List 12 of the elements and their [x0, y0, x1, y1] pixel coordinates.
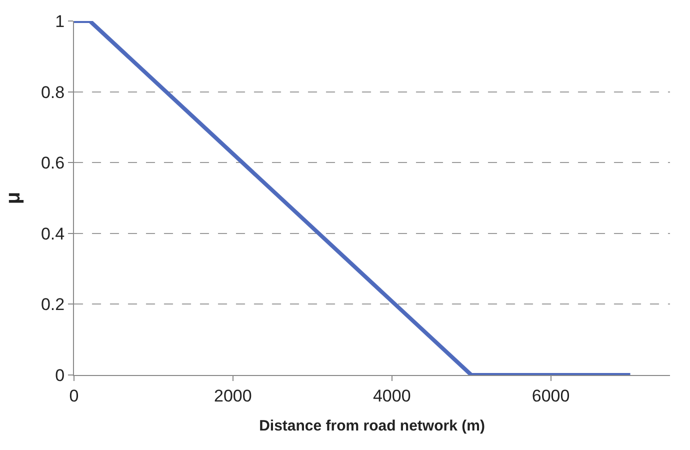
y-tick-label: 0.8: [40, 82, 65, 102]
x-axis-title: Distance from road network (m): [259, 417, 485, 434]
y-tick-label: 1: [55, 12, 65, 31]
y-tick-label: 0.2: [40, 295, 65, 314]
y-tick-label: 0: [55, 366, 65, 385]
y-tick-label: 0.6: [40, 154, 65, 173]
y-tick-label: 0.4: [40, 224, 65, 244]
x-tick-label: 0: [69, 386, 79, 406]
x-tick-label: 2000: [214, 386, 252, 406]
y-axis-title: μ: [2, 192, 24, 204]
x-tick-label: 6000: [532, 386, 570, 406]
x-tick-label: 4000: [372, 386, 411, 406]
